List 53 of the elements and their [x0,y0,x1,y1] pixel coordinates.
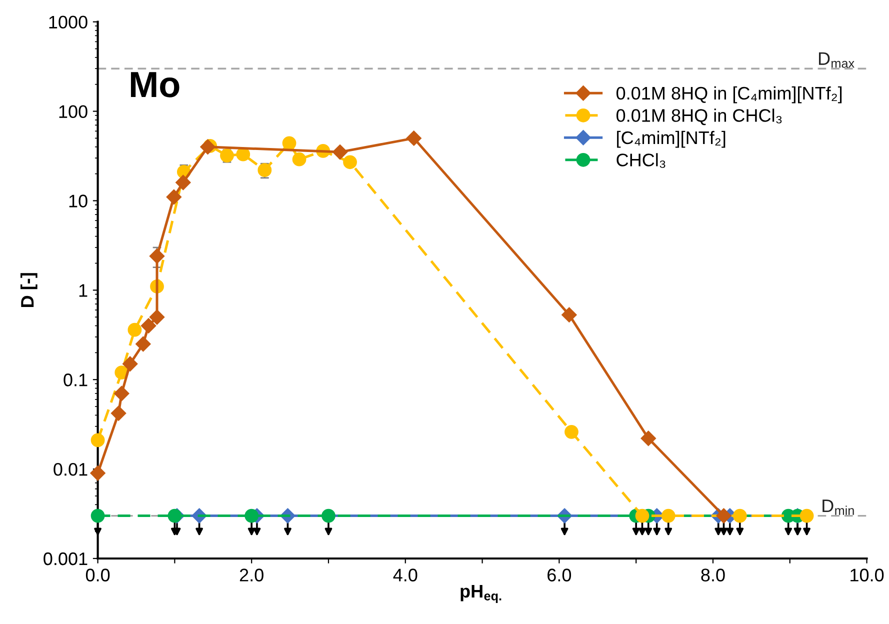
point [90,433,105,448]
point [635,508,650,523]
point [800,508,814,523]
legend-label: [C₄mim][NTf₂] [617,130,726,148]
point [136,336,151,352]
point [661,508,676,523]
point [200,139,216,154]
point [406,130,422,146]
point [292,152,306,166]
x-tick-label: 0.0 [86,568,110,582]
point [564,424,578,439]
point [149,248,165,264]
point [128,322,142,337]
y-axis-title: D [-] [20,273,38,307]
x-tick-label: 2.0 [240,568,264,582]
point [168,508,182,523]
y-tick-label: 1 [79,284,88,297]
x-tick-label: 10.0 [850,568,884,582]
point [122,356,138,372]
legend-label: 0.01M 8HQ in CHCl₃ [616,108,782,126]
x-axis-title: pH$_{eq.}$ [460,585,502,603]
point [149,310,165,325]
point [110,406,126,421]
point [140,318,156,334]
ref-line-label: D$_{min}$ [822,500,854,515]
point [236,147,250,162]
point [176,174,191,190]
point [114,386,130,402]
legend-label: CHCl₃ [616,153,666,168]
point [562,307,577,322]
ref-line-label: D$_{max}$ [818,52,854,68]
y-tick-label: 0.001 [44,552,88,566]
point [322,508,336,523]
y-tick-label: 1000 [49,16,88,29]
y-tick-label: 0.01 [54,462,88,476]
point [343,155,357,170]
x-tick-label: 4.0 [393,568,418,582]
y-tick-label: 0.1 [64,374,88,386]
point [732,508,747,523]
x-tick-label: 8.0 [701,568,725,582]
point [244,508,259,523]
point [332,144,348,160]
point [716,508,732,524]
annotation: Mo [130,72,180,98]
y-tick-label: 100 [59,105,88,118]
legend-label: 0.01M 8HQ in [C₄mim][NTf₂] [616,86,842,104]
y-tick-label: 10 [69,194,88,208]
x-tick-label: 6.0 [548,568,572,582]
point [282,136,296,150]
point [90,466,106,481]
point [640,430,656,446]
point [90,508,105,523]
point [166,189,182,205]
